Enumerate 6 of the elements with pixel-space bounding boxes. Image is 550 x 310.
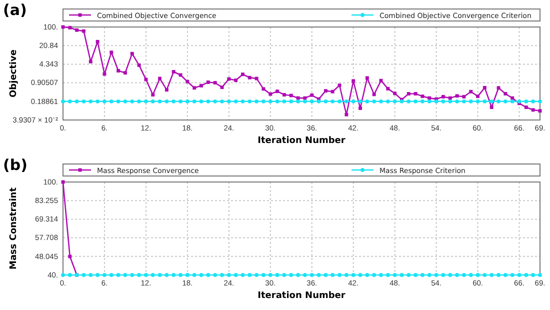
y-axis-title: Objective [9, 50, 19, 98]
chart-title: (a) [3, 1, 27, 19]
x-axis-title: Iteration Number [258, 291, 346, 301]
chart-title: (b) [3, 156, 28, 174]
y-axis-title: Mass Constraint [9, 186, 19, 270]
x-axis-title: Iteration Number [258, 136, 346, 146]
